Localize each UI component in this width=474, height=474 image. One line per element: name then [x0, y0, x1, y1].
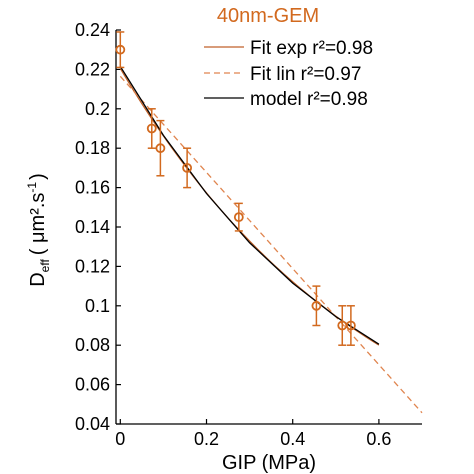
x-tick-label: 0.2 — [194, 429, 219, 449]
data-point — [146, 123, 157, 134]
y-tick-label: 0.16 — [75, 178, 110, 198]
y-axis-label-close: ) — [27, 173, 49, 180]
series-line-linear — [119, 75, 423, 414]
fit-lines — [119, 66, 423, 414]
legend-label-fit-exp: Fit exp r²=0.98 — [250, 38, 373, 59]
y-tick-label: 0.08 — [75, 335, 110, 355]
data-point — [182, 162, 193, 173]
y-ticks: 0.04 0.06 0.08 0.1 0.12 0.14 0.16 0.18 0.2 0.22 0.… — [75, 20, 121, 434]
x-axis-label: GIP (MPa) — [222, 452, 316, 474]
y-axis-label-exponent: -1 — [25, 182, 39, 193]
legend-label-fit-lin: Fit lin r²=0.97 — [250, 64, 361, 85]
chart-title: 40nm-GEM — [217, 5, 319, 27]
y-tick-label: 0.2 — [85, 99, 110, 119]
x-tick-label: 0.4 — [280, 429, 305, 449]
y-tick-label: 0.04 — [75, 414, 110, 434]
data-point — [233, 212, 244, 223]
data-point — [311, 300, 322, 311]
y-tick-label: 0.14 — [75, 217, 110, 237]
y-tick-label: 0.12 — [75, 256, 110, 276]
y-tick-label: 0.22 — [75, 59, 110, 79]
legend: Fit exp r²=0.98 Fit lin r²=0.97 model r²… — [204, 38, 373, 110]
y-tick-label: 0.06 — [75, 375, 110, 395]
x-tick-label: 0 — [115, 429, 125, 449]
y-axis-label: Deff ( μm².s-1) — [25, 173, 52, 287]
series-line-model — [119, 66, 380, 345]
data-points — [115, 31, 356, 346]
x-tick-label: 0.6 — [366, 429, 391, 449]
y-tick-label: 0.24 — [75, 20, 110, 40]
y-tick-label: 0.18 — [75, 138, 110, 158]
x-ticks: 0 0.2 0.4 0.6 — [115, 419, 391, 449]
legend-label-model: model r²=0.98 — [250, 89, 368, 110]
y-axis-label-subscript: eff — [38, 259, 52, 273]
data-point — [155, 143, 166, 154]
data-point — [115, 44, 126, 55]
y-axis-label-main: D — [27, 272, 49, 286]
y-axis-label-units: ( μm².s — [27, 193, 49, 256]
data-point — [345, 320, 356, 331]
plot-area: 0 0.2 0.4 0.6 0.040.060.080.10.120.140.160.… — [75, 20, 423, 449]
y-tick-label: 0.1 — [85, 296, 110, 316]
